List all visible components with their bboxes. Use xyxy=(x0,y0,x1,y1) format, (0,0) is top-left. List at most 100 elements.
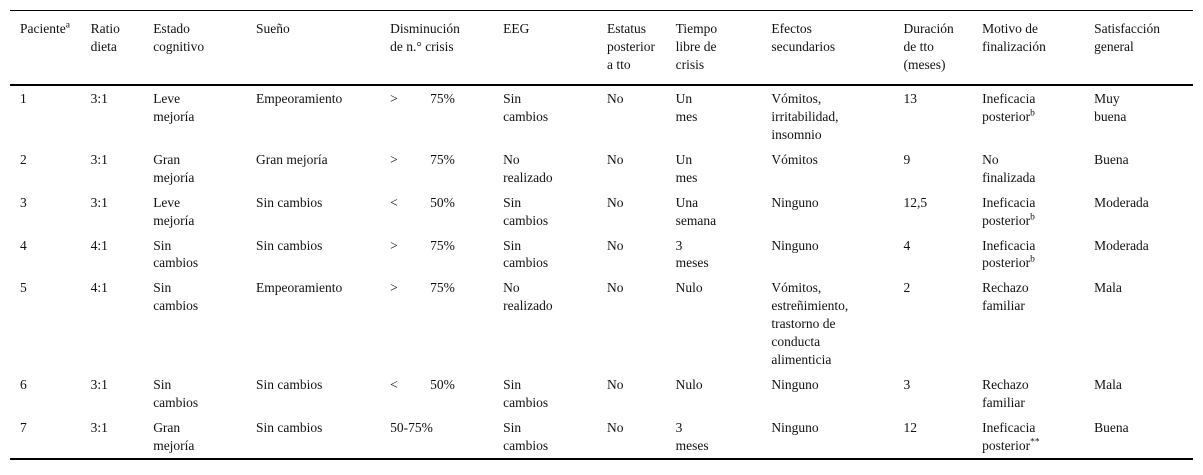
table-row: 1 3:1 Leve mejoría Empeoramiento >75% Si… xyxy=(10,85,1193,147)
cell-motivo-finalizacion: Rechazo familiar xyxy=(982,275,1094,372)
cell-efectos-secundarios: Vómitos, estreñimiento, trastorno de con… xyxy=(771,280,849,368)
column-header-sueno: Sueño xyxy=(256,10,391,86)
column-header-estatus-posterior: Estatus posterior a tto xyxy=(607,10,676,86)
footnote-marker: b xyxy=(1030,212,1035,223)
cell-satisfaccion-general: Mala xyxy=(1094,280,1122,296)
column-header-motivo-finalizacion: Motivo de finalización xyxy=(982,10,1095,86)
cell-sueno: Sin cambios xyxy=(256,420,323,436)
header-row: Pacientea Ratio dieta Estado cognitivo S… xyxy=(10,10,1193,86)
footnote-marker: ** xyxy=(1030,437,1040,448)
cell-sueno: Sin cambios xyxy=(256,237,323,253)
cell-satisfaccion-general: Mala xyxy=(1094,377,1122,393)
cell-paciente: 3 xyxy=(20,194,27,210)
cell-satisfaccion-general: Buena xyxy=(1094,151,1129,167)
cell-eeg: Sin cambios xyxy=(503,194,549,228)
cell-motivo-finalizacion: Ineficacia posterior** xyxy=(982,415,1094,459)
cell-motivo-finalizacion: No finalizada xyxy=(982,147,1094,190)
cell-duracion-tto: 9 xyxy=(903,151,911,167)
table-row: 5 4:1 Sin cambios Empeoramiento >75% No … xyxy=(10,275,1193,372)
column-header-tiempo-libre: Tiempo libre de crisis xyxy=(675,10,772,86)
cell-tiempo-libre: Un mes xyxy=(675,90,698,124)
patients-table: Pacientea Ratio dieta Estado cognitivo S… xyxy=(10,10,1193,461)
comparison-symbol: > xyxy=(390,90,398,106)
table-body: 1 3:1 Leve mejoría Empeoramiento >75% Si… xyxy=(10,85,1193,459)
cell-satisfaccion-general: Buena xyxy=(1094,420,1129,436)
cell-estatus-posterior: No xyxy=(607,237,624,253)
cell-duracion-tto: 12 xyxy=(903,420,917,436)
cell-sueno: Sin cambios xyxy=(256,194,323,210)
cell-duracion-tto: 2 xyxy=(903,280,911,296)
percentage-value: 50% xyxy=(430,194,455,210)
cell-disminucion-crisis: <50% xyxy=(390,190,503,233)
cell-efectos-secundarios: Vómitos xyxy=(771,151,818,167)
cell-eeg: Sin cambios xyxy=(503,377,549,411)
cell-motivo-finalizacion: Rechazo familiar xyxy=(982,372,1094,415)
cell-tiempo-libre: Un mes xyxy=(675,151,698,185)
cell-estado-cognitivo: Leve mejoría xyxy=(153,194,195,228)
table-row: 4 4:1 Sin cambios Sin cambios >75% Sin c… xyxy=(10,233,1193,276)
cell-efectos-secundarios: Ninguno xyxy=(771,194,819,210)
cell-estado-cognitivo: Sin cambios xyxy=(153,377,199,411)
cell-estatus-posterior: No xyxy=(607,377,624,393)
cell-tiempo-libre: 3 meses xyxy=(675,237,709,271)
comparison-symbol: > xyxy=(390,237,398,253)
cell-motivo-finalizacion: Ineficacia posteriorb xyxy=(982,190,1094,233)
cell-efectos-secundarios: Ninguno xyxy=(771,377,819,393)
comparison-symbol: > xyxy=(390,280,398,296)
motivo-text: Ineficacia posterior xyxy=(982,237,1036,271)
column-header-paciente: Pacientea xyxy=(10,10,91,86)
cell-disminucion-crisis: >75% xyxy=(390,275,503,372)
cell-disminucion-crisis: <50% xyxy=(390,372,503,415)
motivo-text: Rechazo familiar xyxy=(982,377,1029,411)
footnote-marker: b xyxy=(1030,108,1035,119)
comparison-symbol: > xyxy=(390,151,398,167)
cell-estado-cognitivo: Leve mejoría xyxy=(153,90,195,124)
cell-satisfaccion-general: Moderada xyxy=(1094,237,1149,253)
cell-paciente: 7 xyxy=(20,420,27,436)
cell-estado-cognitivo: Gran mejoría xyxy=(153,151,195,185)
column-header-efectos-secundarios: Efectos secundarios xyxy=(771,10,904,86)
cell-eeg: No realizado xyxy=(503,280,553,314)
cell-estatus-posterior: No xyxy=(607,280,624,296)
cell-motivo-finalizacion: Ineficacia posteriorb xyxy=(982,85,1094,147)
table-header: Pacientea Ratio dieta Estado cognitivo S… xyxy=(10,10,1193,86)
cell-disminucion-crisis: >75% xyxy=(390,233,503,276)
footnote-marker: b xyxy=(1030,254,1035,265)
table-row: 6 3:1 Sin cambios Sin cambios <50% Sin c… xyxy=(10,372,1193,415)
cell-sueno: Sin cambios xyxy=(256,377,323,393)
cell-paciente: 6 xyxy=(20,377,27,393)
cell-ratio-dieta: 3:1 xyxy=(90,151,108,167)
percentage-value: 75% xyxy=(430,90,455,106)
table-row: 2 3:1 Gran mejoría Gran mejoría >75% No … xyxy=(10,147,1193,190)
column-header-eeg: EEG xyxy=(503,10,607,86)
cell-motivo-finalizacion: Ineficacia posteriorb xyxy=(982,233,1094,276)
table-row: 3 3:1 Leve mejoría Sin cambios <50% Sin … xyxy=(10,190,1193,233)
cell-eeg: Sin cambios xyxy=(503,237,549,271)
cell-tiempo-libre: Nulo xyxy=(675,377,703,393)
column-header-disminucion-crisis: Disminución de n.° crisis xyxy=(390,10,504,86)
cell-efectos-secundarios: Ninguno xyxy=(771,420,819,436)
cell-sueno: Empeoramiento xyxy=(256,280,343,296)
cell-estatus-posterior: No xyxy=(607,90,624,106)
percentage-value: 75% xyxy=(430,280,455,296)
cell-ratio-dieta: 4:1 xyxy=(90,237,108,253)
cell-sueno: Empeoramiento xyxy=(256,90,343,106)
cell-duracion-tto: 4 xyxy=(903,237,911,253)
motivo-text: Rechazo familiar xyxy=(982,280,1029,314)
cell-estatus-posterior: No xyxy=(607,194,624,210)
cell-eeg: No realizado xyxy=(503,151,553,185)
cell-paciente: 2 xyxy=(20,151,27,167)
cell-disminucion-crisis: >75% xyxy=(390,85,503,147)
cell-ratio-dieta: 3:1 xyxy=(90,194,108,210)
column-header-estado-cognitivo: Estado cognitivo xyxy=(153,10,257,86)
cell-disminucion-crisis: 50-75% xyxy=(390,415,503,459)
cell-tiempo-libre: 3 meses xyxy=(675,420,709,454)
footnote-marker-a: a xyxy=(65,20,70,31)
cell-paciente: 5 xyxy=(20,280,27,296)
motivo-text: Ineficacia posterior xyxy=(982,90,1036,124)
cell-satisfaccion-general: Muy buena xyxy=(1094,90,1127,124)
percentage-value: 75% xyxy=(430,237,455,253)
cell-efectos-secundarios: Vómitos, irritabilidad, insomnio xyxy=(771,90,839,142)
comparison-symbol: < xyxy=(390,377,398,393)
table-row: 7 3:1 Gran mejoría Sin cambios 50-75% Si… xyxy=(10,415,1193,459)
